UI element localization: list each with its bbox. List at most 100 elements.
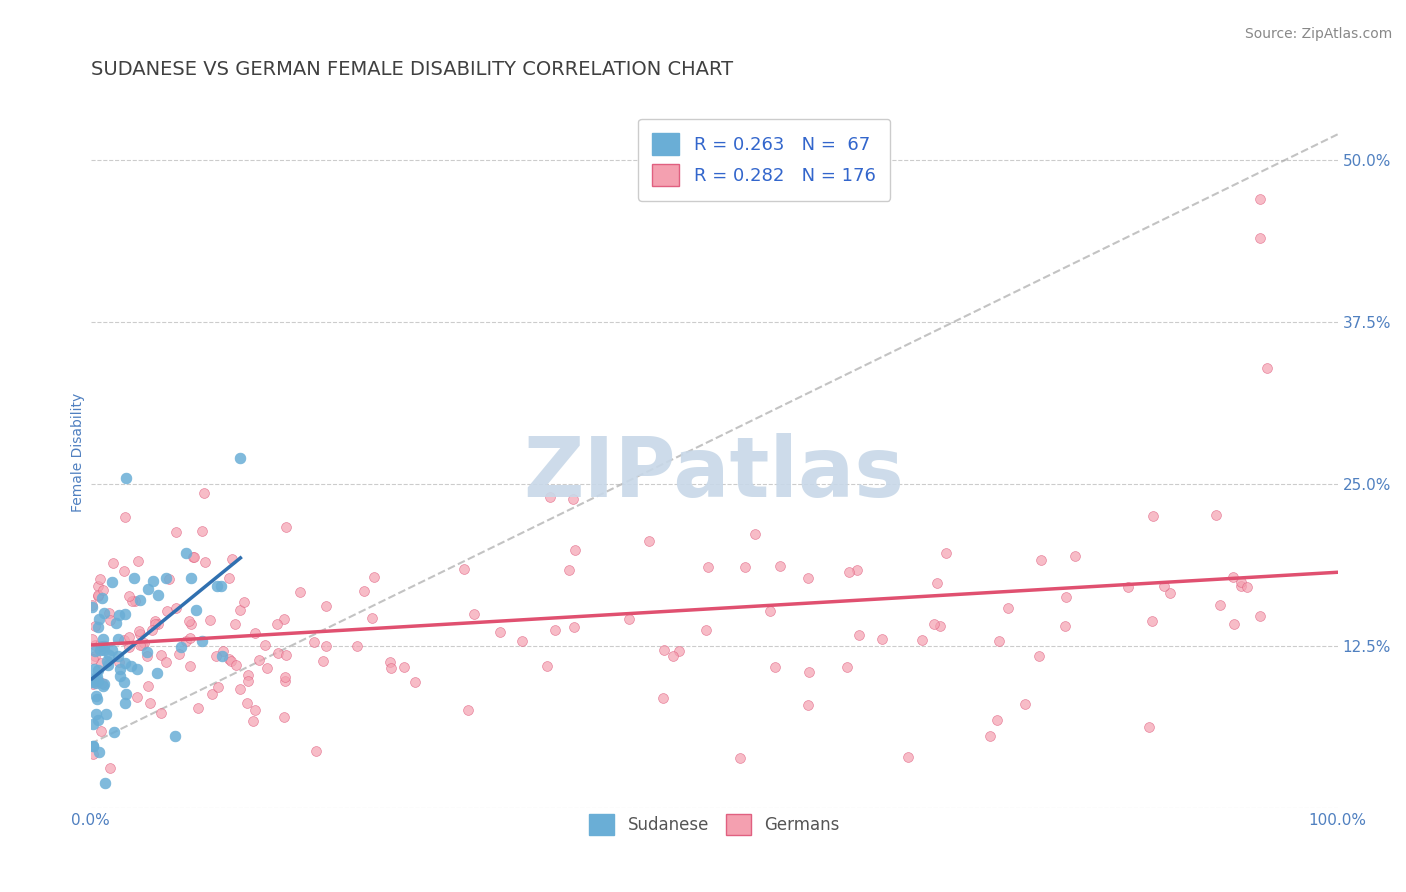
Germans: [763, 659, 786, 673]
Germans: [139, 696, 162, 710]
Sudanese: [91, 679, 114, 693]
Germans: [179, 659, 201, 673]
Germans: [82, 598, 104, 612]
Germans: [90, 657, 112, 671]
Germans: [82, 677, 104, 691]
Germans: [564, 543, 586, 558]
Germans: [266, 616, 288, 631]
Germans: [617, 612, 640, 626]
Germans: [267, 646, 290, 660]
Sudanese: [82, 739, 104, 754]
Sudanese: [93, 642, 115, 657]
Sudanese: [83, 662, 105, 676]
Germans: [1230, 579, 1253, 593]
Germans: [1142, 508, 1164, 523]
Sudanese: [107, 648, 129, 663]
Sudanese: [87, 745, 110, 759]
Germans: [457, 703, 479, 717]
Sudanese: [89, 611, 111, 625]
Germans: [305, 744, 328, 758]
Germans: [254, 638, 277, 652]
Sudanese: [97, 657, 120, 672]
Germans: [637, 533, 659, 548]
Sudanese: [103, 725, 125, 739]
Germans: [1014, 697, 1036, 711]
Text: SUDANESE VS GERMAN FEMALE DISABILITY CORRELATION CHART: SUDANESE VS GERMAN FEMALE DISABILITY COR…: [91, 60, 733, 78]
Sudanese: [146, 589, 169, 603]
Sudanese: [91, 591, 114, 605]
Germans: [84, 648, 107, 663]
Germans: [1153, 578, 1175, 592]
Sudanese: [101, 643, 124, 657]
Germans: [695, 623, 717, 637]
Text: Source: ZipAtlas.com: Source: ZipAtlas.com: [1244, 27, 1392, 41]
Germans: [190, 524, 212, 538]
Germans: [378, 655, 401, 669]
Sudanese: [83, 644, 105, 658]
Germans: [180, 617, 202, 632]
Sudanese: [155, 571, 177, 585]
Germans: [910, 632, 932, 647]
Germans: [87, 579, 110, 593]
Sudanese: [169, 640, 191, 655]
Germans: [315, 599, 337, 613]
Germans: [654, 643, 676, 657]
Germans: [1223, 617, 1246, 632]
Germans: [121, 594, 143, 608]
Germans: [242, 714, 264, 729]
Sudanese: [96, 655, 118, 669]
Sudanese: [114, 607, 136, 622]
Sudanese: [114, 696, 136, 710]
Germans: [928, 619, 950, 633]
Germans: [82, 747, 104, 761]
Sudanese: [135, 645, 157, 659]
Germans: [848, 628, 870, 642]
Sudanese: [86, 707, 108, 722]
Germans: [544, 623, 567, 637]
Germans: [562, 492, 585, 507]
Germans: [155, 655, 177, 669]
Germans: [82, 652, 104, 666]
Germans: [728, 751, 751, 765]
Germans: [118, 589, 141, 603]
Germans: [198, 613, 221, 627]
Sudanese: [93, 606, 115, 620]
Germans: [90, 639, 112, 653]
Germans: [229, 682, 252, 697]
Germans: [98, 761, 121, 775]
Germans: [112, 564, 135, 578]
Sudanese: [86, 691, 108, 706]
Sudanese: [136, 582, 159, 596]
Sudanese: [205, 579, 228, 593]
Sudanese: [101, 574, 124, 589]
Germans: [935, 546, 957, 560]
Germans: [183, 550, 205, 565]
Germans: [165, 601, 187, 615]
Germans: [697, 560, 720, 574]
Germans: [558, 563, 581, 577]
Germans: [744, 526, 766, 541]
Germans: [1140, 614, 1163, 628]
Sudanese: [142, 574, 165, 588]
Germans: [453, 562, 475, 576]
Germans: [218, 571, 240, 585]
Sudanese: [163, 729, 186, 743]
Germans: [174, 633, 197, 648]
Germans: [91, 640, 114, 655]
Germans: [835, 660, 858, 674]
Germans: [489, 624, 512, 639]
Germans: [167, 647, 190, 661]
Sudanese: [93, 639, 115, 653]
Germans: [668, 644, 690, 658]
Germans: [238, 673, 260, 688]
Germans: [538, 490, 561, 504]
Germans: [224, 617, 246, 632]
Germans: [986, 713, 1008, 727]
Germans: [925, 576, 948, 591]
Germans: [98, 613, 121, 627]
Germans: [1116, 580, 1139, 594]
Germans: [1249, 608, 1271, 623]
Germans: [1222, 569, 1244, 583]
Germans: [205, 649, 228, 664]
Germans: [97, 606, 120, 620]
